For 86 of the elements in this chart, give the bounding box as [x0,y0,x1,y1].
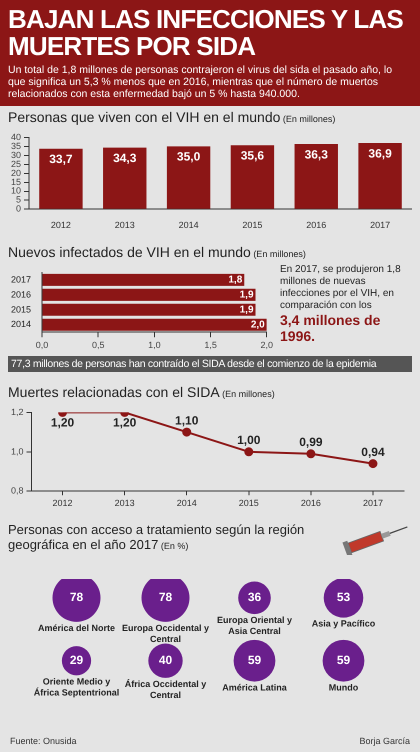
x-tick-label: 2015 [242,220,262,230]
x-tick-label: 0,0 [36,340,48,350]
category-label: África Occidental y Central [124,678,206,700]
text: Un total de 1,8 millones de personas contrajeron el virus del sida el pasado año, lo que significa un 5,3 % menos que en 2016, mientras que el número de muertos relacionados con esta enfermedad bajó un 5 % hasta 940.000. [8,64,394,100]
point [244,447,254,456]
data-label: 59 [248,653,262,668]
data-label: 2,0 [250,319,266,330]
data-label: 1,10 [175,413,199,428]
data-label: 78 [70,590,84,604]
data-label: 35,0 [176,150,201,164]
data-label: 1,9 [240,304,254,316]
data-label: 1,20 [50,416,75,430]
y-tick-label: 35 [10,140,22,151]
data-label: 35,6 [240,148,264,163]
data-label: 40 [158,653,172,668]
chart-subtitle: (En millones) [252,249,306,259]
data-label: 1,8 [228,274,243,286]
point [182,428,192,437]
category-label: Mundo [328,682,359,693]
text: Borja García [359,736,410,746]
y-tick-label: 40 [10,132,22,142]
data-label: 33,7 [49,152,73,166]
data-label: 36,3 [304,147,328,162]
chart-title: Nuevos infectados de VIH en el mundo [8,244,251,260]
y-tick-label: 2015 [10,304,32,314]
y-tick-label: 5 [16,194,22,205]
category-label: Europa Oriental y Asia Central [216,615,292,636]
y-tick-label: 2014 [10,319,32,330]
category-label: América del Norte [38,622,116,633]
x-tick-label: 2013 [114,220,135,230]
text: 3,4 millones de 1996. [280,312,382,344]
text: 77,3 millones de personas han contraído el SIDA desde el comienzo de la epidemia [8,356,412,372]
x-tick-label: 0,5 [92,340,104,350]
y-tick-label: 0,8 [10,486,24,496]
bar [42,288,256,301]
bar [42,274,244,286]
data-label: 1,20 [112,416,137,430]
y-tick-label: 25 [10,158,22,169]
point [368,459,378,468]
data-label: 1,00 [237,433,261,448]
y-tick-label: 30 [10,150,22,160]
text: BAJAN LAS INFECCIONES Y LAS MUERTES POR SIDA [8,4,404,61]
y-tick-label: 10 [10,186,22,196]
x-tick-label: 2016 [300,498,321,508]
y-tick-label: 2017 [10,274,32,284]
data-label: 36,9 [368,146,392,160]
text: (En %) [160,541,188,551]
x-tick-label: 2017 [370,220,390,230]
x-tick-label: 2014 [176,498,197,508]
data-label: 34,3 [113,150,137,165]
x-tick-label: 1,0 [148,340,161,350]
data-label: 53 [336,590,350,604]
x-tick-label: 2012 [50,220,71,230]
data-label: 59 [336,653,350,668]
y-tick-label: 20 [10,168,22,178]
x-tick-label: 2015 [238,498,259,508]
category-label: Oriente Medio y África Septentrional [34,676,120,698]
x-tick-label: 1,5 [204,340,217,350]
x-tick-label: 2016 [306,220,326,230]
y-tick-label: 1,2 [10,406,24,417]
data-label: 0,99 [299,435,323,450]
data-label: 1,9 [240,290,254,301]
y-tick-label: 0 [16,204,22,214]
bar [42,304,256,316]
source-note: Fuente: Onusida [10,736,77,746]
x-tick-label: 2012 [52,498,73,508]
chart-title: Personas que viven con el VIH en el mundo [8,109,280,125]
x-tick-label: 2014 [178,220,199,230]
x-tick-label: 2,0 [260,340,273,350]
point [306,449,316,458]
chart-title: Muertes relacionadas con el SIDA [8,384,220,400]
chart-subtitle: (En millones) [282,114,336,124]
category-label: América Latina [222,682,288,693]
category-label: Asia y Pacífico [312,618,376,629]
data-label: 78 [158,590,172,604]
data-label: 29 [70,653,84,668]
text: En 2017, se produjeron 1,8 millones de nuevas infecciones por el VIH, en comparación con los [280,264,402,312]
y-tick-label: 2016 [10,289,32,300]
chart-subtitle: (En millones) [221,389,275,399]
category-label: Europa Occidental y Central [122,622,210,644]
y-tick-label: 15 [10,176,22,187]
x-tick-label: 2017 [362,498,383,508]
x-tick-label: 2013 [114,498,135,508]
data-label: 0,94 [361,444,385,459]
y-tick-label: 1,0 [10,446,24,456]
data-label: 36 [248,590,262,604]
